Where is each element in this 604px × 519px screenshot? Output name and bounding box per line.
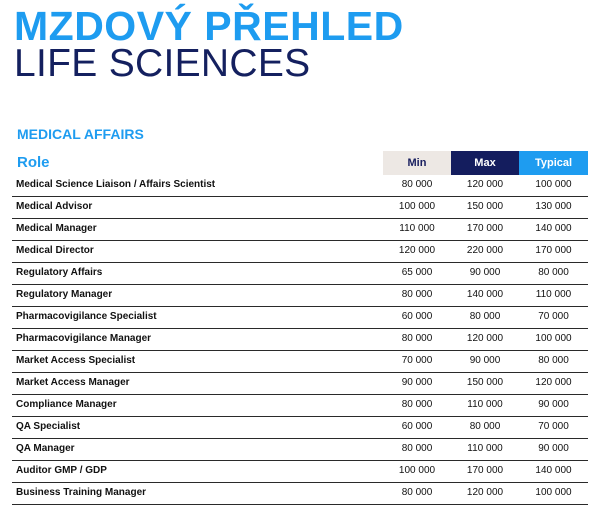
table-row: Regulatory Affairs 65 000 90 000 80 000 bbox=[12, 263, 588, 285]
min-salary-cell: 70 000 bbox=[401, 355, 433, 366]
max-salary-cell: 220 000 bbox=[466, 245, 504, 256]
typical-salary-cell: 170 000 bbox=[535, 245, 572, 256]
max-salary-cell: 150 000 bbox=[466, 201, 504, 212]
min-salary-cell: 60 000 bbox=[401, 421, 433, 432]
min-salary-cell: 80 000 bbox=[401, 179, 433, 190]
table-header-row: Role Min Max Typical bbox=[12, 151, 588, 175]
typical-salary-cell: 100 000 bbox=[535, 179, 572, 190]
table-row: Medical Science Liaison / Affairs Scient… bbox=[12, 175, 588, 197]
typical-salary-cell: 100 000 bbox=[535, 333, 572, 344]
table-row: Market Access Manager 90 000 150 000 120 00… bbox=[12, 373, 588, 395]
role-cell: Medical Director bbox=[16, 245, 94, 256]
min-salary-cell: 60 000 bbox=[401, 311, 433, 322]
typical-salary-cell: 80 000 bbox=[538, 267, 569, 278]
typical-salary-cell: 140 000 bbox=[535, 223, 572, 234]
table-row: Pharmacovigilance Manager 80 000 120 000 10… bbox=[12, 329, 588, 351]
max-salary-cell: 80 000 bbox=[469, 311, 501, 322]
typical-salary-cell: 110 000 bbox=[535, 289, 572, 300]
typical-salary-cell: 130 000 bbox=[535, 201, 572, 212]
max-salary-cell: 120 000 bbox=[466, 333, 504, 344]
typical-salary-cell: 90 000 bbox=[538, 443, 569, 454]
typical-salary-cell: 80 000 bbox=[538, 355, 569, 366]
table-row: Market Access Specialist 70 000 90 000 80 0… bbox=[12, 351, 588, 373]
role-cell: Medical Science Liaison / Affairs Scient… bbox=[16, 179, 216, 190]
min-salary-cell: 80 000 bbox=[401, 399, 433, 410]
typical-salary-cell: 90 000 bbox=[538, 399, 569, 410]
typical-salary-cell: 70 000 bbox=[538, 311, 569, 322]
typical-salary-cell: 120 000 bbox=[535, 377, 572, 388]
role-cell: Medical Manager bbox=[16, 223, 97, 234]
max-salary-cell: 90 000 bbox=[469, 355, 501, 366]
min-salary-cell: 90 000 bbox=[401, 377, 433, 388]
role-cell: Business Training Manager bbox=[16, 487, 147, 498]
min-salary-cell: 80 000 bbox=[401, 487, 433, 498]
max-salary-cell: 170 000 bbox=[466, 465, 504, 476]
max-salary-cell: 80 000 bbox=[469, 421, 501, 432]
page-subtitle: LIFE SCIENCES bbox=[14, 42, 311, 85]
table-row: Medical Advisor 100 000 150 000 130 000 bbox=[12, 197, 588, 219]
table-row: Pharmacovigilance Specialist 60 000 80 000… bbox=[12, 307, 588, 329]
role-cell: Medical Advisor bbox=[16, 201, 93, 212]
role-cell: Pharmacovigilance Specialist bbox=[16, 311, 157, 322]
typical-salary-cell: 100 000 bbox=[535, 487, 572, 498]
min-salary-cell: 80 000 bbox=[401, 289, 433, 300]
max-salary-cell: 110 000 bbox=[467, 399, 503, 410]
max-salary-cell: 150 000 bbox=[466, 377, 504, 388]
min-salary-cell: 100 000 bbox=[398, 201, 436, 212]
table-row: QA Specialist 60 000 80 000 70 000 bbox=[12, 417, 588, 439]
role-cell: Auditor GMP / GDP bbox=[16, 465, 107, 476]
table-row: Compliance Manager 80 000 110 000 90 000 bbox=[12, 395, 588, 417]
max-salary-cell: 170 000 bbox=[466, 223, 504, 234]
min-salary-cell: 65 000 bbox=[401, 267, 433, 278]
role-column-header: Role bbox=[17, 154, 50, 171]
max-salary-cell: 120 000 bbox=[466, 179, 504, 190]
section-heading: MEDICAL AFFAIRS bbox=[17, 126, 144, 142]
table-row: Auditor GMP / GDP 100 000 170 000 140 000 bbox=[12, 461, 588, 483]
min-salary-cell: 120 000 bbox=[398, 245, 436, 256]
role-cell: QA Specialist bbox=[16, 421, 81, 432]
table-row: Medical Manager 110 000 170 000 140 000 bbox=[12, 219, 588, 241]
salary-table: Role Min Max Typical Medical Science Lia… bbox=[12, 151, 588, 505]
typical-column-header: Typical bbox=[519, 151, 588, 175]
role-cell: Market Access Manager bbox=[16, 377, 130, 388]
role-cell: Market Access Specialist bbox=[16, 355, 136, 366]
typical-salary-cell: 70 000 bbox=[538, 421, 569, 432]
max-salary-cell: 140 000 bbox=[466, 289, 504, 300]
max-salary-cell: 110 000 bbox=[467, 443, 503, 454]
max-salary-cell: 90 000 bbox=[469, 267, 501, 278]
table-body: Medical Science Liaison / Affairs Scient… bbox=[12, 175, 588, 505]
min-salary-cell: 110 000 bbox=[399, 223, 435, 234]
role-cell: QA Manager bbox=[16, 443, 75, 454]
min-column-header: Min bbox=[383, 151, 451, 175]
table-row: QA Manager 80 000 110 000 90 000 bbox=[12, 439, 588, 461]
max-salary-cell: 120 000 bbox=[466, 487, 504, 498]
min-salary-cell: 80 000 bbox=[401, 443, 433, 454]
min-salary-cell: 80 000 bbox=[401, 333, 433, 344]
table-row: Medical Director 120 000 220 000 170 000 bbox=[12, 241, 588, 263]
max-column-header: Max bbox=[451, 151, 519, 175]
typical-salary-cell: 140 000 bbox=[535, 465, 572, 476]
table-row: Business Training Manager 80 000 120 000 10… bbox=[12, 483, 588, 505]
page-title: MZDOVÝ PŘEHLED bbox=[14, 3, 404, 49]
table-row: Regulatory Manager 80 000 140 000 110 000 bbox=[12, 285, 588, 307]
role-cell: Pharmacovigilance Manager bbox=[16, 333, 152, 344]
role-cell: Compliance Manager bbox=[16, 399, 117, 410]
role-cell: Regulatory Affairs bbox=[16, 267, 103, 278]
role-cell: Regulatory Manager bbox=[16, 289, 113, 300]
min-salary-cell: 100 000 bbox=[398, 465, 436, 476]
